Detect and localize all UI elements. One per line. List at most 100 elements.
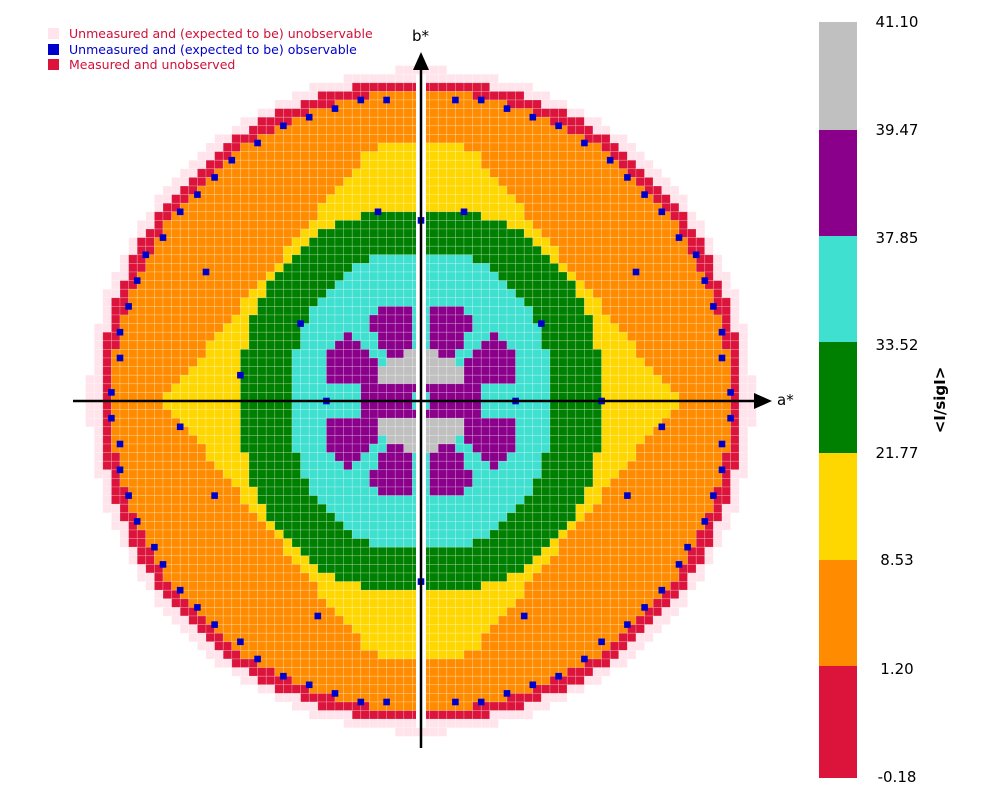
heatmap-cell xyxy=(205,443,215,453)
heatmap-cell xyxy=(635,435,645,445)
heatmap-cell xyxy=(179,357,190,367)
heatmap-cell xyxy=(670,306,680,316)
heatmap-cell xyxy=(437,495,448,505)
heatmap-cell xyxy=(601,383,611,393)
heatmap-cell xyxy=(300,469,310,479)
heatmap-cell xyxy=(274,684,284,694)
heatmap-cell xyxy=(721,452,731,462)
heatmap-cell xyxy=(704,426,714,436)
heatmap-cell xyxy=(300,159,310,170)
heatmap-cell xyxy=(128,400,138,410)
heatmap-cell xyxy=(136,443,147,453)
heatmap-cell xyxy=(240,512,250,522)
heatmap-cell xyxy=(197,452,207,462)
heatmap-cell xyxy=(291,185,301,195)
heatmap-cell xyxy=(721,314,731,324)
heatmap-cell xyxy=(257,331,267,342)
heatmap-cell xyxy=(687,529,697,539)
heatmap-cell xyxy=(386,503,396,514)
heatmap-cell xyxy=(558,288,568,299)
heatmap-cell xyxy=(291,116,301,127)
heatmap-cell xyxy=(171,435,181,445)
heatmap-cell xyxy=(652,460,663,471)
heatmap-cell xyxy=(523,650,534,660)
heatmap-cell xyxy=(670,220,680,230)
heatmap-cell xyxy=(515,512,525,522)
heatmap-cell xyxy=(446,142,456,152)
unmeasured-observable-cell xyxy=(718,354,726,362)
heatmap-cell xyxy=(429,589,439,600)
heatmap-cell xyxy=(695,340,706,350)
heatmap-cell xyxy=(532,263,542,273)
unmeasured-observable-cell xyxy=(718,440,726,448)
heatmap-cell xyxy=(85,400,95,410)
heatmap-cell xyxy=(136,349,147,359)
heatmap-cell xyxy=(644,349,654,359)
unmeasured-observable-cell xyxy=(701,277,709,284)
heatmap-cell xyxy=(480,658,491,668)
heatmap-cell xyxy=(532,443,542,453)
heatmap-cell xyxy=(171,263,181,273)
heatmap-cell xyxy=(498,202,508,213)
heatmap-cell xyxy=(523,245,534,256)
heatmap-cell xyxy=(541,91,551,101)
heatmap-cell xyxy=(506,228,516,238)
heatmap-cell xyxy=(351,125,362,135)
heatmap-cell xyxy=(498,529,508,539)
heatmap-cell xyxy=(549,177,559,187)
heatmap-cell xyxy=(265,323,276,333)
heatmap-cell xyxy=(498,495,508,505)
heatmap-cell xyxy=(214,435,224,445)
heatmap-cell xyxy=(515,314,525,324)
heatmap-cell xyxy=(584,185,594,195)
heatmap-cell xyxy=(498,452,508,462)
heatmap-cell xyxy=(291,495,301,505)
heatmap-cell xyxy=(437,667,448,677)
heatmap-cell xyxy=(652,443,663,453)
heatmap-cell xyxy=(429,452,439,462)
heatmap-cell xyxy=(326,340,336,350)
heatmap-cell xyxy=(197,538,207,548)
heatmap-cell xyxy=(455,710,465,720)
heatmap-cell xyxy=(179,564,190,574)
heatmap-cell xyxy=(437,134,448,144)
heatmap-cell xyxy=(429,701,439,711)
heatmap-cell xyxy=(308,521,319,531)
heatmap-cell xyxy=(188,349,198,359)
heatmap-cell xyxy=(523,392,534,402)
heatmap-cell xyxy=(713,400,723,410)
heatmap-cell xyxy=(652,228,663,238)
heatmap-cell xyxy=(145,314,155,324)
heatmap-cell xyxy=(171,598,181,608)
heatmap-cell xyxy=(300,220,310,230)
heatmap-cell xyxy=(197,366,207,376)
heatmap-cell xyxy=(575,245,585,256)
heatmap-cell xyxy=(480,469,491,479)
heatmap-cell xyxy=(704,443,714,453)
heatmap-cell xyxy=(429,65,439,75)
heatmap-cell xyxy=(257,460,267,471)
heatmap-cell xyxy=(360,211,370,221)
heatmap-cell xyxy=(721,512,731,522)
heatmap-cell xyxy=(549,314,559,324)
heatmap-cell xyxy=(541,194,551,204)
heatmap-cell xyxy=(627,374,637,385)
heatmap-cell xyxy=(558,116,568,127)
heatmap-cell xyxy=(437,658,448,668)
heatmap-cell xyxy=(532,271,542,281)
heatmap-cell xyxy=(541,237,551,247)
heatmap-cell xyxy=(386,271,396,281)
heatmap-cell xyxy=(695,366,706,376)
heatmap-cell xyxy=(291,177,301,187)
heatmap-cell xyxy=(635,452,645,462)
heatmap-cell xyxy=(695,529,706,539)
heatmap-cell xyxy=(523,349,534,359)
heatmap-cell xyxy=(566,452,577,462)
heatmap-cell xyxy=(386,658,396,668)
heatmap-cell xyxy=(214,288,224,299)
heatmap-cell xyxy=(532,503,542,514)
heatmap-cell xyxy=(437,607,448,617)
heatmap-cell xyxy=(326,650,336,660)
heatmap-cell xyxy=(240,469,250,479)
heatmap-cell xyxy=(506,288,516,299)
